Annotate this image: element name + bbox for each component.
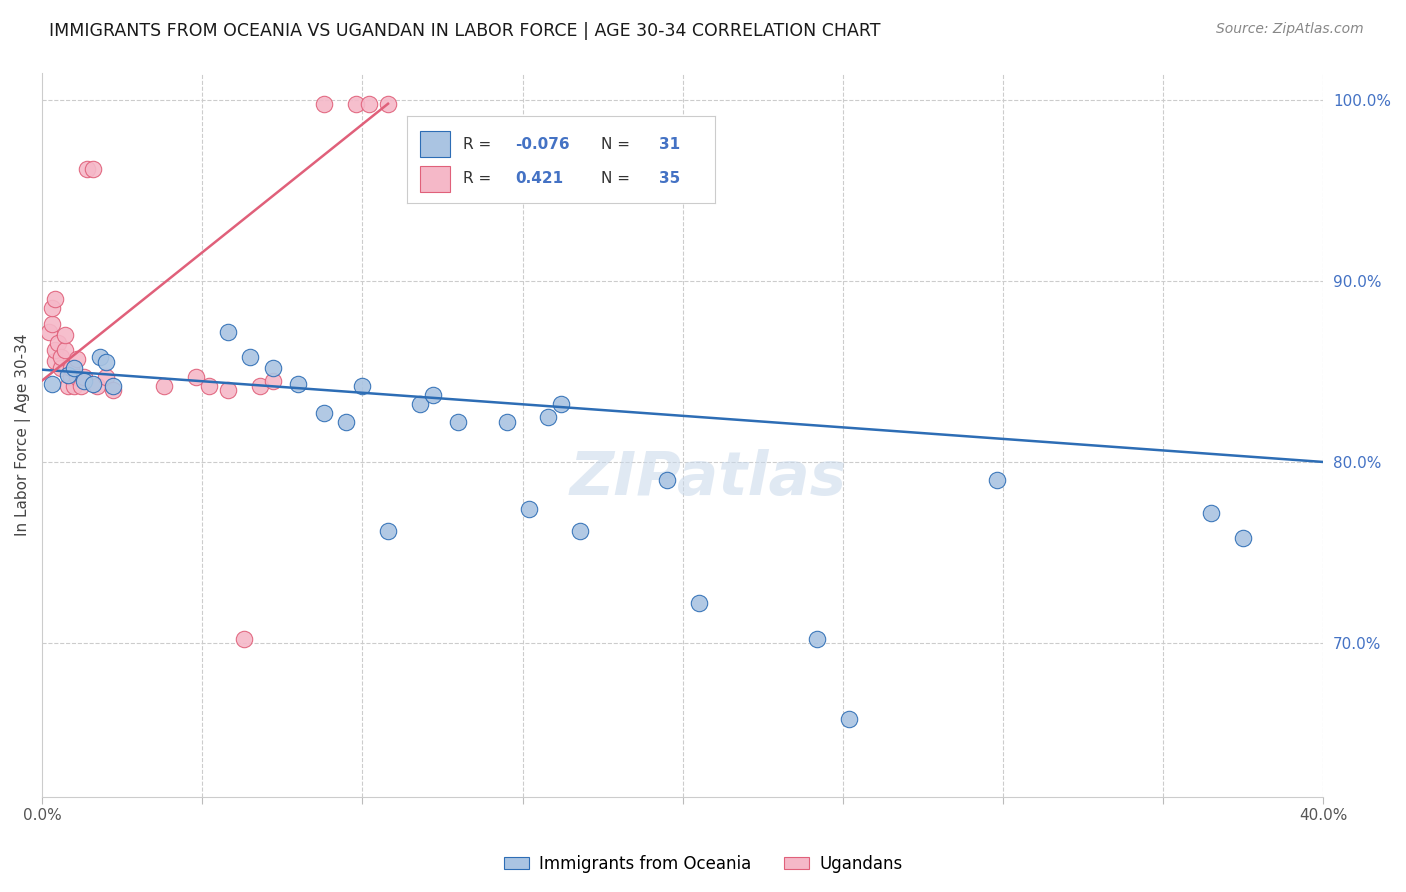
Point	[1232, 531, 1254, 545]
Text: Source: ZipAtlas.com: Source: ZipAtlas.com	[1216, 22, 1364, 37]
Point	[56, 379, 79, 393]
Point	[63, 360, 86, 375]
Point	[101, 379, 124, 393]
Text: ZIPatlas: ZIPatlas	[569, 449, 846, 508]
Point	[101, 383, 124, 397]
Point	[422, 388, 444, 402]
Point	[44, 353, 66, 368]
Point	[73, 370, 96, 384]
Point	[41, 301, 63, 315]
Point	[82, 161, 104, 176]
Point	[153, 379, 176, 393]
Point	[89, 350, 111, 364]
Point	[838, 712, 860, 726]
Point	[66, 370, 89, 384]
Point	[986, 473, 1008, 487]
Point	[550, 397, 572, 411]
Point	[217, 325, 239, 339]
Legend: Immigrants from Oceania, Ugandans: Immigrants from Oceania, Ugandans	[496, 848, 910, 880]
Point	[38, 325, 60, 339]
Point	[517, 502, 540, 516]
Point	[569, 524, 592, 538]
Point	[312, 406, 335, 420]
Point	[41, 318, 63, 332]
Point	[59, 360, 82, 375]
Point	[1199, 506, 1222, 520]
Point	[69, 379, 91, 393]
Point	[688, 596, 710, 610]
Point	[537, 409, 560, 424]
Y-axis label: In Labor Force | Age 30-34: In Labor Force | Age 30-34	[15, 334, 31, 536]
Point	[377, 524, 399, 538]
Point	[73, 374, 96, 388]
Point	[44, 343, 66, 357]
Point	[409, 397, 432, 411]
Point	[53, 343, 76, 357]
Point	[56, 368, 79, 383]
Point	[46, 335, 69, 350]
Point	[184, 370, 207, 384]
Point	[312, 96, 335, 111]
Point	[63, 379, 86, 393]
Point	[41, 377, 63, 392]
Point	[262, 374, 284, 388]
Point	[86, 379, 108, 393]
Point	[352, 379, 374, 393]
Point	[96, 355, 118, 369]
Point	[239, 350, 262, 364]
Point	[806, 632, 828, 647]
Point	[495, 415, 517, 429]
Point	[262, 360, 284, 375]
Point	[82, 377, 104, 392]
Point	[197, 379, 219, 393]
Point	[357, 96, 380, 111]
Point	[96, 370, 118, 384]
Point	[377, 96, 399, 111]
Point	[51, 350, 73, 364]
Point	[232, 632, 254, 647]
Point	[44, 292, 66, 306]
Point	[335, 415, 357, 429]
Point	[76, 161, 98, 176]
Point	[447, 415, 470, 429]
Point	[249, 379, 271, 393]
Point	[59, 370, 82, 384]
Point	[655, 473, 678, 487]
Point	[51, 360, 73, 375]
Point	[66, 351, 89, 366]
Point	[287, 377, 309, 392]
Point	[217, 383, 239, 397]
Point	[344, 96, 367, 111]
Text: IMMIGRANTS FROM OCEANIA VS UGANDAN IN LABOR FORCE | AGE 30-34 CORRELATION CHART: IMMIGRANTS FROM OCEANIA VS UGANDAN IN LA…	[49, 22, 880, 40]
Point	[53, 328, 76, 343]
